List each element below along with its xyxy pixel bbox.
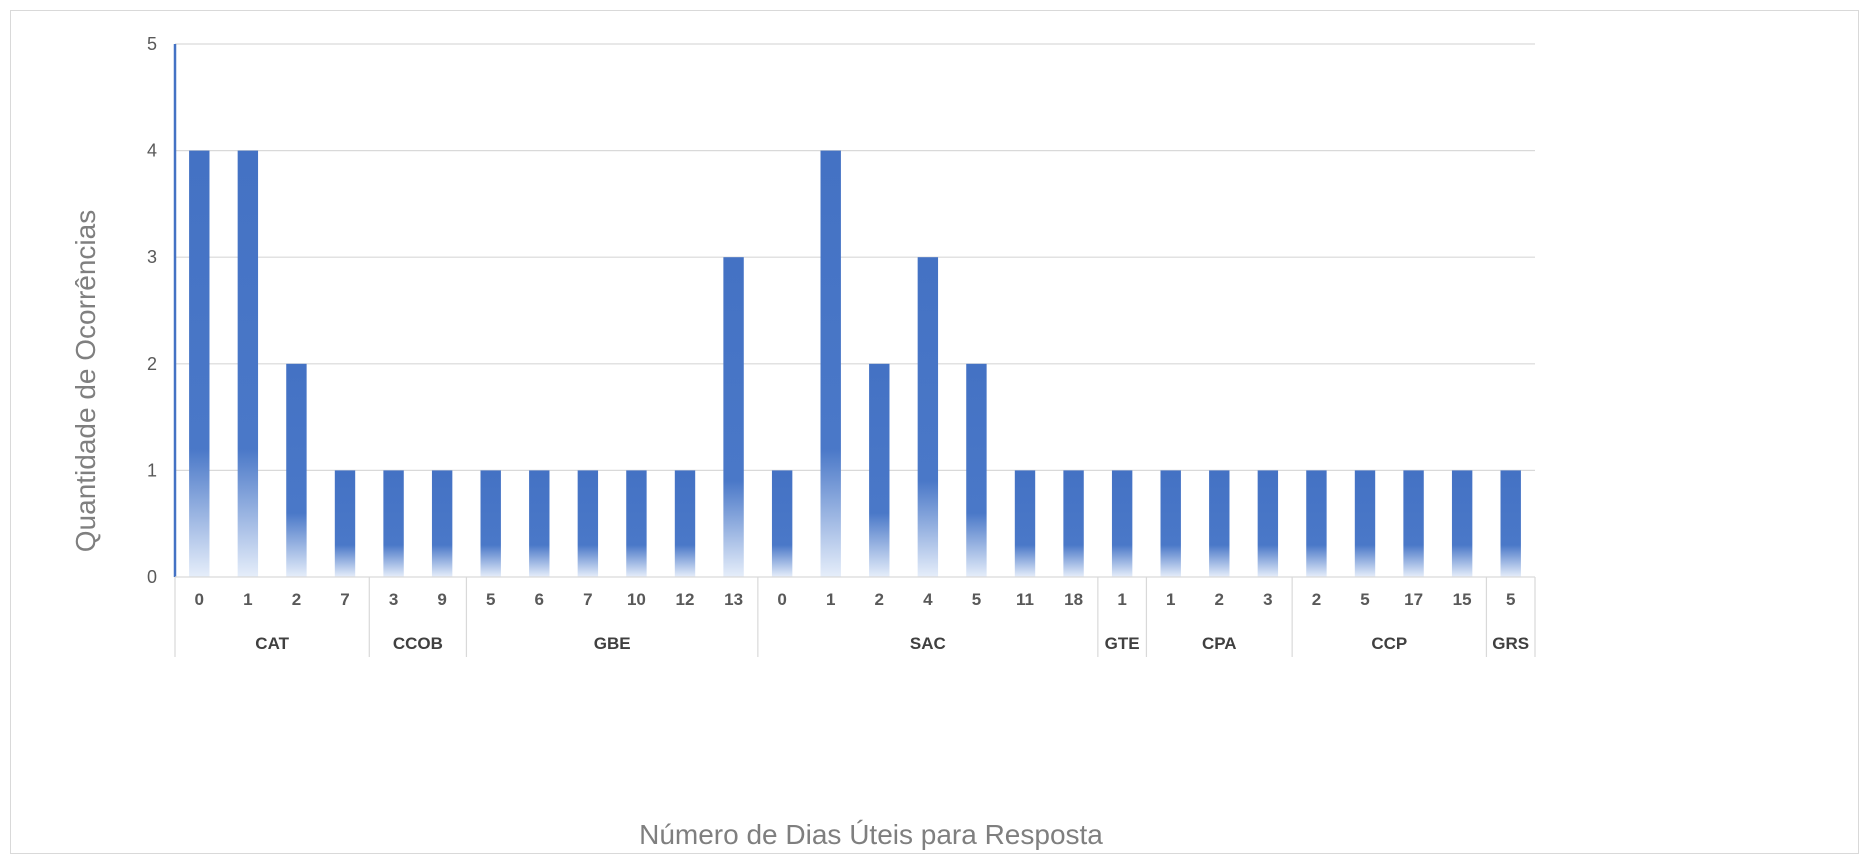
bar [966, 363, 987, 577]
x-tick-label: 2 [292, 590, 301, 609]
x-tick-label: 5 [1360, 590, 1369, 609]
bar [771, 470, 793, 577]
group-label: CCP [1371, 634, 1407, 653]
bar [1306, 470, 1327, 577]
bar [1014, 470, 1036, 577]
x-tick-label: 5 [972, 590, 981, 609]
gridlines [175, 43, 1535, 471]
x-tick-label: 5 [486, 590, 495, 609]
y-tick-label: 2 [147, 354, 157, 374]
x-tick-label: 10 [627, 590, 646, 609]
y-axis-title: Quantidade de Ocorrências [70, 210, 101, 552]
x-tick-label: 2 [1312, 590, 1321, 609]
bar [917, 257, 939, 577]
group-label: CAT [255, 634, 289, 653]
x-tick-label: 3 [389, 590, 398, 609]
x-tick-label: 2 [1215, 590, 1224, 609]
x-tick-label: 9 [437, 590, 446, 609]
y-tick-label: 4 [147, 141, 157, 161]
x-tick-label: 18 [1064, 590, 1083, 609]
y-tick-label: 0 [147, 567, 157, 587]
bar [1500, 470, 1521, 577]
group-label: GTE [1105, 634, 1140, 653]
x-tick-label: 3 [1263, 590, 1272, 609]
bar [1451, 470, 1473, 577]
bar [1403, 470, 1424, 577]
bar [1257, 470, 1279, 577]
bars [189, 150, 1521, 577]
x-tick-label: 0 [777, 590, 786, 609]
bar [529, 470, 550, 577]
group-label: CCOB [393, 634, 443, 653]
bar [869, 363, 890, 577]
bar [674, 470, 696, 577]
bar [577, 470, 599, 577]
bar [1209, 470, 1230, 577]
x-tick-label: 0 [195, 590, 204, 609]
group-label: GRS [1492, 634, 1529, 653]
x-tick-label: 1 [1117, 590, 1126, 609]
bar [431, 470, 453, 577]
x-tick-label: 1 [1166, 590, 1175, 609]
group-label: SAC [910, 634, 946, 653]
bar [1111, 470, 1133, 577]
x-tick-label: 2 [875, 590, 884, 609]
x-tick-label: 17 [1404, 590, 1423, 609]
bar [820, 150, 841, 577]
bar [626, 470, 647, 577]
x-tick-label: 6 [535, 590, 544, 609]
bar [480, 470, 501, 577]
bar [1354, 470, 1376, 577]
x-tick-label: 7 [583, 590, 592, 609]
bar [1160, 470, 1181, 577]
y-tick-label: 5 [147, 34, 157, 54]
bar [383, 470, 404, 577]
x-tick-label: 12 [676, 590, 695, 609]
bar [286, 363, 307, 577]
group-label: CPA [1202, 634, 1237, 653]
chart-container: 0 1 2 3 4 5 0 1 2 7 CAT 3 9 CCOB 5 6 7 10 12 13 GBE 0 1 2 4 5 11 18… [10, 10, 1859, 854]
axes [173, 44, 1536, 657]
bar [237, 150, 259, 577]
x-tick-label: 1 [243, 590, 252, 609]
bar [723, 257, 744, 577]
x-tick-label: 15 [1453, 590, 1472, 609]
x-tick-label: 4 [923, 590, 933, 609]
bar [189, 150, 210, 577]
x-tick-label: 13 [724, 590, 743, 609]
y-tick-label: 3 [147, 247, 157, 267]
x-tick-label: 5 [1506, 590, 1515, 609]
bar [334, 470, 356, 577]
x-tick-label: 11 [1016, 590, 1034, 609]
group-label: GBE [594, 634, 631, 653]
x-axis-title: Número de Dias Úteis para Resposta [639, 819, 1103, 850]
bar [1063, 470, 1084, 577]
x-tick-label: 7 [340, 590, 349, 609]
x-tick-label: 1 [826, 590, 835, 609]
y-tick-label: 1 [147, 460, 157, 480]
